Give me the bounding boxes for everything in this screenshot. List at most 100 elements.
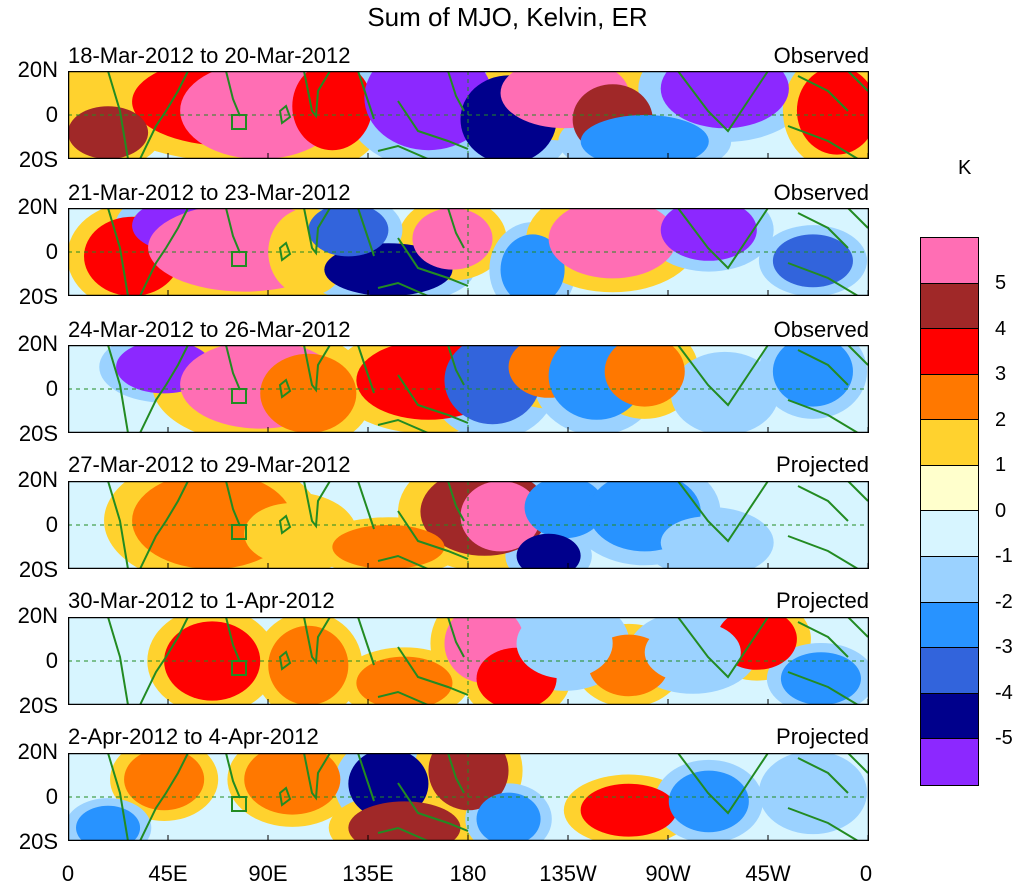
- lat-label-eq: 0: [45, 784, 58, 809]
- anomaly-region: [260, 353, 357, 433]
- legend-label: -3: [995, 636, 1013, 658]
- legend-swatch: [921, 739, 978, 785]
- coastline: [377, 144, 429, 159]
- coastline: [397, 374, 469, 424]
- lat-label-20s: 20S: [18, 147, 58, 172]
- coastline: [278, 650, 292, 671]
- anomaly-region: [292, 71, 373, 151]
- coastline: [787, 125, 859, 159]
- coastline: [847, 345, 869, 366]
- anomaly-region: [460, 481, 541, 552]
- panel-1-status: Observed: [773, 43, 869, 68]
- anomaly-region: [244, 503, 341, 565]
- coastline: [377, 554, 429, 569]
- lat-label-20n: 20N: [17, 194, 58, 219]
- panel-4-period: 27-Mar-2012 to 29-Mar-2012: [68, 452, 351, 477]
- legend-swatch: [921, 238, 978, 284]
- panel-5-period: 30-Mar-2012 to 1-Apr-2012: [68, 588, 335, 613]
- panel-2-status: Observed: [773, 180, 869, 205]
- lon-label-180: 180: [449, 861, 487, 886]
- coastline: [787, 399, 859, 433]
- coastline: [787, 262, 859, 296]
- lon-label-90e: 90E: [248, 861, 288, 886]
- lat-label-20n: 20N: [17, 739, 58, 764]
- coastline: [397, 510, 469, 560]
- coastline: [447, 617, 465, 658]
- panel-6-status: Projected: [776, 724, 869, 749]
- coastline: [377, 690, 429, 705]
- panel-5-status: Projected: [776, 588, 869, 613]
- map-panel-3: [68, 345, 869, 433]
- map-panel-5: [68, 617, 869, 705]
- legend-label: 1: [995, 454, 1007, 476]
- lat-label-20n: 20N: [17, 331, 58, 356]
- lon-label-90w: 90W: [645, 861, 691, 886]
- lat-label-eq: 0: [45, 239, 58, 264]
- legend-swatch: [921, 511, 978, 558]
- lat-label-20s: 20S: [18, 557, 58, 582]
- coastline: [787, 807, 859, 841]
- coastline: [677, 481, 769, 543]
- coastline: [225, 345, 241, 391]
- coastline: [139, 71, 189, 159]
- anomaly-region: [364, 71, 493, 151]
- lon-label-135w: 135W: [539, 861, 597, 886]
- legend-swatch: [921, 329, 978, 375]
- coastline: [397, 646, 469, 696]
- anomaly-region: [516, 617, 613, 679]
- coastline: [447, 753, 465, 794]
- coastline: [377, 281, 429, 296]
- legend-swatch: [921, 602, 978, 649]
- anomaly-region: [772, 234, 853, 288]
- panel-3-period: 24-Mar-2012 to 26-Mar-2012: [68, 317, 351, 342]
- coastline: [139, 208, 189, 296]
- coastline: [847, 481, 869, 502]
- coastline: [677, 71, 769, 133]
- coastline: [797, 757, 849, 794]
- anomaly-region: [660, 516, 757, 569]
- coastline: [303, 481, 331, 529]
- anomaly-region: [308, 208, 389, 257]
- coastline: [278, 514, 292, 535]
- coastline: [677, 753, 769, 815]
- coastline: [787, 535, 859, 569]
- anomaly-region: [356, 656, 453, 705]
- lon-label-0: 0: [61, 861, 75, 886]
- coastline: [357, 753, 375, 802]
- legend-label: -4: [995, 682, 1013, 704]
- coastline: [847, 208, 869, 229]
- coastline: [377, 418, 429, 433]
- coastline: [397, 782, 469, 832]
- coastline: [303, 617, 331, 665]
- lon-label-135e: 135E: [342, 861, 394, 886]
- coastline: [139, 617, 189, 705]
- legend-label: -1: [995, 545, 1013, 567]
- anomaly-region: [68, 106, 149, 159]
- panel-1-period: 18-Mar-2012 to 20-Mar-2012: [68, 43, 351, 68]
- lat-label-20s: 20S: [18, 421, 58, 446]
- anomaly-region: [516, 533, 581, 569]
- coastline: [278, 378, 292, 399]
- panel-4-status: Projected: [776, 452, 869, 477]
- coastline: [447, 481, 465, 522]
- legend-label: 0: [995, 500, 1007, 522]
- coastline: [447, 71, 465, 112]
- anomaly-region: [476, 792, 541, 841]
- legend-swatch: [921, 420, 978, 466]
- lat-label-eq: 0: [45, 376, 58, 401]
- coastline: [797, 621, 849, 658]
- coastline: [797, 349, 849, 386]
- anomaly-region: [548, 208, 677, 279]
- lat-label-20s: 20S: [18, 284, 58, 309]
- legend-swatch: [921, 557, 978, 603]
- color-legend: [920, 237, 979, 786]
- anomaly-region: [780, 652, 861, 705]
- lat-label-eq: 0: [45, 102, 58, 127]
- legend-label: 2: [995, 409, 1007, 431]
- panel-3-status: Observed: [773, 317, 869, 342]
- anomaly-region: [580, 783, 677, 837]
- anomaly-region: [660, 71, 789, 129]
- coastline: [278, 241, 292, 262]
- anomaly-region: [668, 770, 749, 833]
- coastline: [787, 671, 859, 705]
